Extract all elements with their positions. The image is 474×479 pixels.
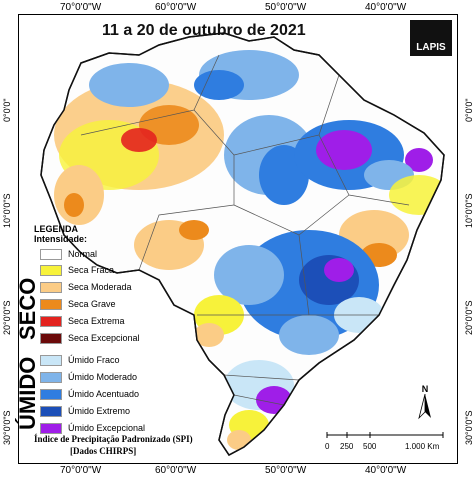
legend-swatch-seca-fraca (40, 264, 62, 276)
legend-item-normal: Normal (40, 248, 97, 260)
legend-item-umido-extremo: Úmido Extremo (40, 405, 130, 417)
legend-label-seca-excepcional: Seca Excepcional (68, 333, 140, 343)
scale-tick-500: 500 (363, 442, 377, 451)
longitude-tick-70w-bottom: 70°0'0"W (60, 465, 102, 476)
legend-label-seca-moderada: Seca Moderada (68, 282, 132, 292)
legend-label-umido-acentuado: Úmido Acentuado (68, 389, 140, 399)
legend-swatch-umido-fraco (40, 354, 62, 366)
latitude-tick-10s-right: 10°0'0"S (464, 193, 474, 228)
legend-swatch-seca-moderada (40, 281, 62, 293)
legend-item-umido-fraco: Úmido Fraco (40, 354, 120, 366)
legend-swatch-umido-extremo (40, 405, 62, 417)
north-label: N (421, 384, 429, 394)
caption-index: Índice de Precipitação Padronizado (SPI) (34, 434, 193, 444)
legend-label-seca-extrema: Seca Extrema (68, 316, 125, 326)
north-arrow-icon (418, 393, 431, 420)
scale-bar-graphic (326, 432, 444, 438)
legend-swatch-seca-grave (40, 298, 62, 310)
legend-swatch-umido-moderado (40, 371, 62, 383)
seco-group-label: SECO (15, 277, 40, 340)
legend-swatch-umido-excepcional (40, 422, 62, 434)
longitude-tick-70w: 70°0'0"W (60, 2, 102, 13)
caption-source: [Dados CHIRPS] (70, 446, 137, 456)
scale-bar: 0 250 500 1.000 Km (325, 430, 455, 452)
spi-anomaly-fill (54, 50, 444, 450)
legend-label-umido-extremo: Úmido Extremo (68, 406, 131, 416)
scale-tick-1000: 1.000 Km (405, 442, 440, 451)
north-arrow: N (418, 384, 432, 422)
longitude-tick-40w-bottom: 40°0'0"W (365, 465, 407, 476)
state-boundaries (80, 54, 410, 406)
legend-swatch-umido-acentuado (40, 388, 62, 400)
longitude-tick-50w: 50°0'0"W (265, 2, 307, 13)
legend-item-umido-acentuado: Úmido Acentuado (40, 388, 139, 400)
latitude-tick-0: 0°0'0" (2, 98, 12, 122)
legend-item-seca-fraca: Seca Fraca (40, 264, 114, 276)
longitude-tick-60w-bottom: 60°0'0"W (155, 465, 197, 476)
legend-label-seca-fraca: Seca Fraca (68, 265, 115, 275)
longitude-tick-60w: 60°0'0"W (155, 2, 197, 13)
latitude-tick-30s-right: 30°0'0"S (464, 410, 474, 445)
legend-item-seca-excepcional: Seca Excepcional (40, 332, 140, 344)
legend-label-normal: Normal (68, 249, 98, 259)
scale-tick-250: 250 (340, 442, 354, 451)
longitude-tick-50w-bottom: 50°0'0"W (265, 465, 307, 476)
legend-label-umido-moderado: Úmido Moderado (68, 372, 138, 382)
legend-item-seca-moderada: Seca Moderada (40, 281, 132, 293)
legend-swatch-seca-extrema (40, 315, 62, 327)
latitude-tick-10s: 10°0'0"S (2, 193, 12, 228)
legend-heading: LEGENDA Intensidade: (34, 224, 88, 244)
legend-item-seca-extrema: Seca Extrema (40, 315, 125, 327)
scale-tick-0: 0 (325, 442, 330, 451)
legend-item-umido-moderado: Úmido Moderado (40, 371, 137, 383)
latitude-tick-20s-right: 20°0'0"S (464, 300, 474, 335)
map-frame (18, 14, 458, 464)
latitude-tick-30s: 30°0'0"S (2, 410, 12, 445)
longitude-tick-40w: 40°0'0"W (365, 2, 407, 13)
umido-group-label: ÚMIDO (15, 356, 40, 430)
legend-swatch-seca-excepcional (40, 332, 62, 344)
legend-label-umido-fraco: Úmido Fraco (68, 355, 120, 365)
legend-item-umido-excepcional: Úmido Excepcional (40, 422, 145, 434)
legend-label-seca-grave: Seca Grave (68, 299, 116, 309)
lapis-logo: LAPIS (410, 20, 452, 56)
legend-swatch-normal (40, 248, 62, 260)
map-title: 11 a 20 de outubro de 2021 (102, 22, 306, 39)
legend-label-umido-excepcional: Úmido Excepcional (68, 423, 146, 433)
latitude-tick-0-right: 0°0'0" (464, 98, 474, 122)
latitude-tick-20s: 20°0'0"S (2, 300, 12, 335)
legend-item-seca-grave: Seca Grave (40, 298, 116, 310)
brazil-map (40, 32, 445, 456)
